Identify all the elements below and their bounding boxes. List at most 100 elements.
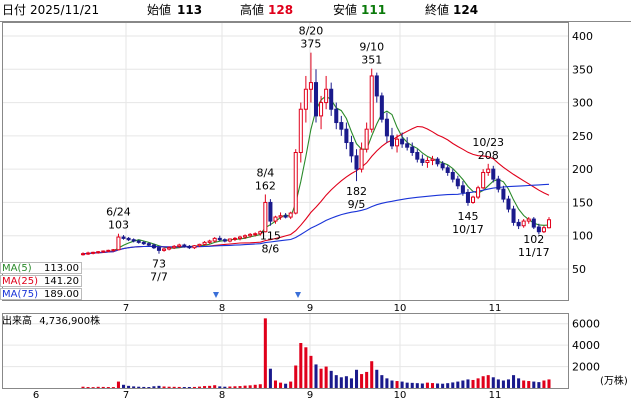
volume-tick-label: 4000 [572,339,600,352]
candle-body [96,251,101,254]
volume-label: 出来高 [2,316,32,327]
volume-unit: (万株) [600,376,628,387]
date-value: 2025/11/21 [30,3,100,17]
price-grid [2,22,568,300]
candle-body [253,233,258,236]
x-axis: 7 8 9 10 11 6 7 8 9 10 11 [33,292,502,400]
volume-x-tick-label: 11 [489,390,502,400]
annotation-date: 8/4 [256,166,274,179]
volume-bar [258,384,262,388]
ma25-label: MA(25) [2,276,38,287]
volume-bar [162,386,166,388]
volume-x-tick-label: 8 [219,390,225,400]
volume-grid [2,313,568,388]
volume-bar [375,369,379,388]
candle-body [471,196,476,203]
volume-bar [481,376,485,388]
volume-bar [466,379,470,388]
volume-bar [334,375,338,388]
volume-bar [344,376,348,388]
volume-bar [228,386,232,388]
open-label: 始値 [147,3,172,17]
low-value: 111 [361,3,387,17]
ma5-legend: MA(5) 113.00 [0,262,82,274]
price-tick-label: 50 [572,263,586,276]
open-value: 113 [177,3,203,17]
candle-body [268,201,273,222]
volume-bar [111,387,115,388]
annotation-value: 351 [361,54,382,67]
date-label: 日付 [2,3,27,17]
volume-bar [425,382,429,388]
volume-tick-label: 6000 [572,318,600,331]
candle-body [395,138,400,147]
volume-bar [197,386,202,388]
annotation-value: 208 [478,149,499,162]
candle-body [162,248,167,251]
volume-bar [415,383,419,388]
volume-bar [451,382,455,388]
ma75-line [82,183,550,255]
volume-x-tick-label: 9 [307,390,313,400]
candle-body [455,178,460,187]
annotation-value: 162 [255,179,276,192]
volume-bar [137,386,141,388]
volume-bar [122,384,126,388]
volume-value: 4,736,900株 [39,316,101,327]
volume-bar [187,386,191,388]
annotation-date: 6/24 [106,206,131,219]
candle-body [298,108,303,153]
volume-bar [349,378,353,388]
candle-body [354,155,359,170]
volume-bar [390,380,394,388]
annotation-value: 145 [457,210,478,223]
ma75-label: MA(75) [2,289,38,300]
candle-body [359,148,364,170]
volume-bar [273,380,277,388]
volume-bar [486,375,490,388]
annotation-date: 7/7 [150,271,168,284]
month-tick-label: 11 [489,303,502,314]
candle-body [238,236,243,239]
annotation-date: 9/5 [348,198,366,211]
candle-body [511,208,516,223]
candle-body [288,212,293,218]
volume-bar [284,383,288,388]
volume-bar [81,386,85,388]
volume-bar [289,381,293,388]
candle-body [329,88,334,110]
candle-body [491,168,496,180]
volume-bar [532,381,536,388]
volume-bar [360,374,364,388]
candle-body [379,95,384,120]
candle-body [258,231,263,235]
volume-bar [218,386,222,388]
volume-bar [142,386,146,388]
candle-body [516,221,521,227]
annotation-value: 103 [108,219,129,232]
high-label: 高値 [240,3,265,17]
month-tick-label: 7 [123,303,129,314]
candle-body [506,198,511,210]
candle-body [167,247,172,250]
candle-body [476,187,481,198]
ma5-value: 113.00 [44,263,79,274]
price-tick-label: 100 [572,230,593,243]
volume-bar [127,385,131,388]
candle-body [293,152,298,214]
candle-body [415,152,420,160]
price-axis: 50 100 150 200 250 300 350 400 [572,30,593,276]
volume-bar [91,387,95,388]
candle-body [405,143,410,148]
candle-body [126,237,131,241]
candle-body [521,220,526,227]
volume-bar [329,370,333,388]
volume-bar [213,385,217,388]
period-marker-9 [295,292,301,298]
volume-bar [86,387,90,388]
ma25-value: 141.20 [44,276,79,287]
volume-bar [446,383,450,388]
price-tick-label: 350 [572,63,593,76]
volume-bar [177,386,181,388]
